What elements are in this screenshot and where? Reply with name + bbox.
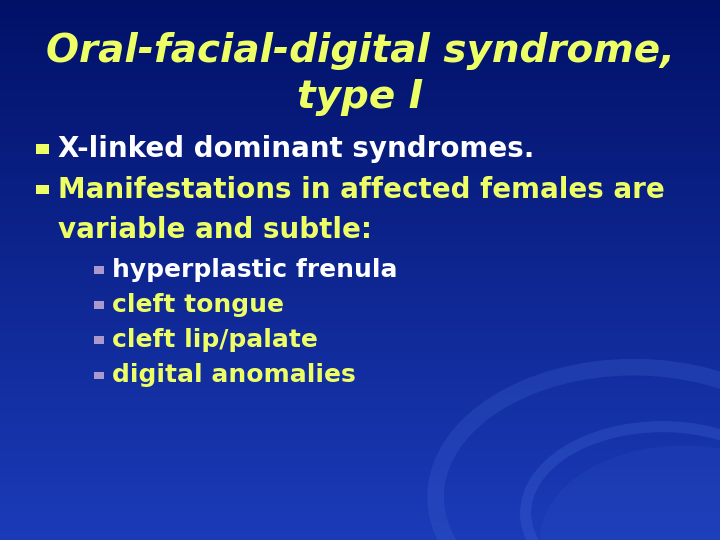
Text: cleft tongue: cleft tongue — [112, 293, 284, 317]
Bar — [0, 360, 720, 369]
Bar — [0, 243, 720, 252]
Bar — [0, 18, 720, 27]
Bar — [0, 405, 720, 414]
Bar — [0, 189, 720, 198]
Bar — [0, 117, 720, 126]
Bar — [0, 396, 720, 405]
Bar — [0, 153, 720, 162]
Bar — [0, 459, 720, 468]
Bar — [94, 266, 104, 274]
Text: Oral-facial-digital syndrome,: Oral-facial-digital syndrome, — [45, 32, 675, 70]
Bar — [0, 198, 720, 207]
Bar — [36, 144, 49, 154]
Bar — [0, 54, 720, 63]
Bar — [0, 99, 720, 108]
Bar — [0, 36, 720, 45]
Text: type I: type I — [297, 78, 423, 116]
Bar — [0, 306, 720, 315]
Bar — [0, 333, 720, 342]
Bar — [0, 477, 720, 486]
Text: Manifestations in affected females are: Manifestations in affected females are — [58, 176, 665, 204]
Bar — [0, 171, 720, 180]
Text: digital anomalies: digital anomalies — [112, 363, 356, 387]
Bar — [0, 450, 720, 459]
Bar — [0, 81, 720, 90]
Bar — [0, 351, 720, 360]
Bar — [0, 225, 720, 234]
Bar — [0, 369, 720, 378]
Bar — [0, 495, 720, 504]
Bar — [0, 513, 720, 522]
Bar — [0, 378, 720, 387]
Bar — [0, 144, 720, 153]
Bar — [0, 297, 720, 306]
Bar — [0, 414, 720, 423]
Bar — [0, 504, 720, 513]
Text: hyperplastic frenula: hyperplastic frenula — [112, 258, 398, 282]
Bar — [0, 432, 720, 441]
Bar — [0, 90, 720, 99]
Bar — [0, 135, 720, 144]
Bar — [0, 45, 720, 54]
Bar — [0, 72, 720, 81]
Bar — [0, 441, 720, 450]
Bar — [0, 423, 720, 432]
Bar — [0, 342, 720, 351]
Bar — [0, 234, 720, 243]
Text: X-linked dominant syndromes.: X-linked dominant syndromes. — [58, 135, 534, 163]
Bar — [0, 531, 720, 540]
Bar — [0, 324, 720, 333]
Bar — [0, 279, 720, 288]
Bar — [0, 468, 720, 477]
Bar — [94, 301, 104, 309]
Bar — [0, 27, 720, 36]
Ellipse shape — [540, 446, 720, 540]
Bar — [0, 207, 720, 216]
Bar — [36, 185, 49, 194]
Bar — [0, 387, 720, 396]
Bar — [0, 252, 720, 261]
Bar — [0, 261, 720, 270]
Bar — [0, 162, 720, 171]
Bar — [0, 216, 720, 225]
Bar — [0, 180, 720, 189]
Bar — [0, 486, 720, 495]
Bar — [94, 336, 104, 344]
Text: cleft lip/palate: cleft lip/palate — [112, 328, 318, 352]
Bar — [0, 0, 720, 9]
Text: variable and subtle:: variable and subtle: — [58, 216, 372, 244]
Bar — [0, 270, 720, 279]
Bar — [94, 372, 104, 379]
Bar — [0, 522, 720, 531]
Bar — [0, 9, 720, 18]
Bar — [0, 315, 720, 324]
Bar — [0, 288, 720, 297]
Bar — [0, 126, 720, 135]
Bar — [0, 108, 720, 117]
Bar — [0, 63, 720, 72]
